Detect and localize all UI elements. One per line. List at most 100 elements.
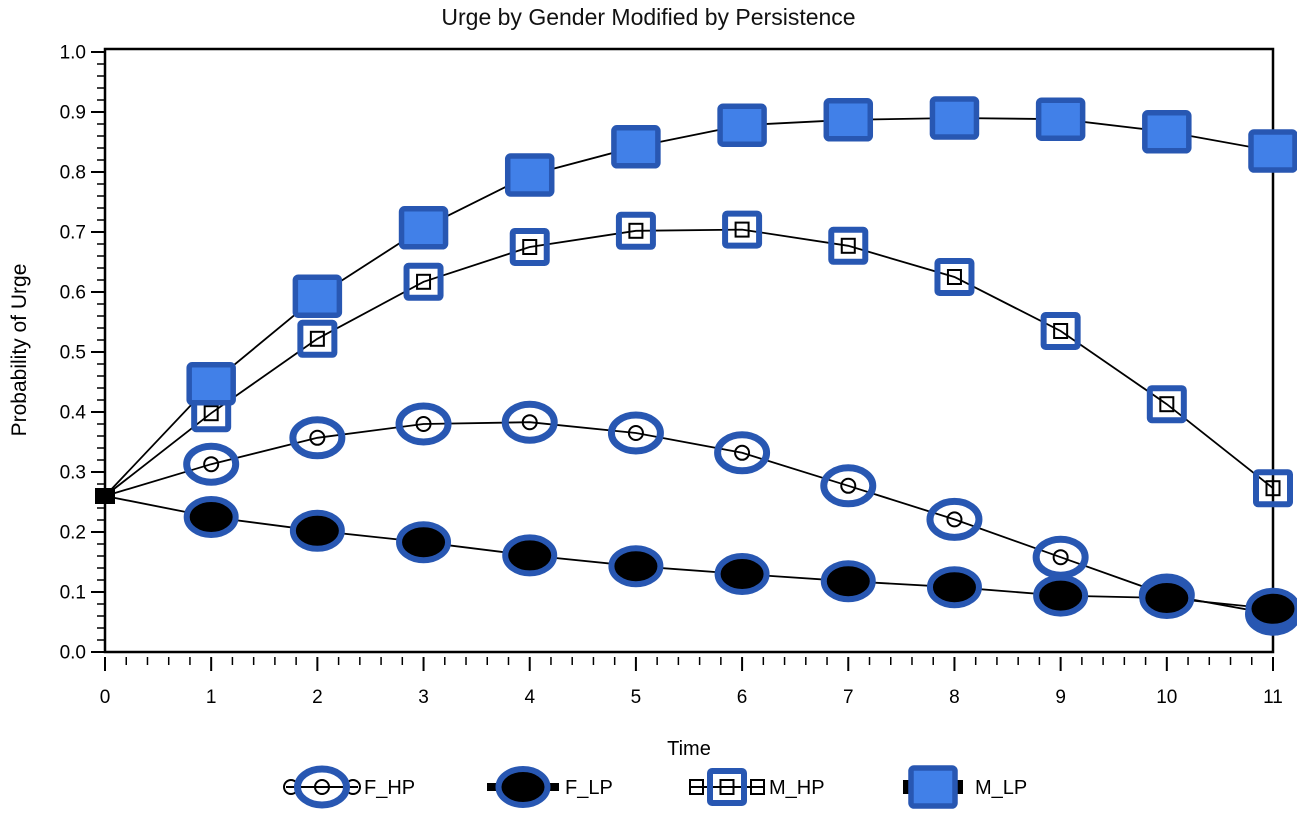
legend-marker-M_LP xyxy=(908,765,958,809)
data-point-M_LP xyxy=(611,125,661,169)
data-point-F_HP-inner-dot xyxy=(840,477,857,494)
data-point-M_HP xyxy=(403,262,444,301)
legend-end-dot xyxy=(689,779,704,795)
legend-marker-M_HP xyxy=(707,768,747,806)
x-tick-label: 5 xyxy=(631,687,642,708)
data-point-M_HP xyxy=(1253,469,1293,508)
data-point-M_HP-inner-dot xyxy=(734,221,750,238)
x-tick-label: 8 xyxy=(949,687,960,708)
y-tick-label: 0.2 xyxy=(60,523,86,544)
y-tick-label: 0.6 xyxy=(60,283,86,304)
data-point-M_HP xyxy=(1146,385,1187,424)
y-tick-label: 0.4 xyxy=(60,403,87,424)
data-point-F_LP xyxy=(926,566,982,609)
x-tick-label: 11 xyxy=(1263,687,1283,708)
data-point-F_LP xyxy=(608,545,664,588)
data-point-M_LP xyxy=(292,274,343,318)
series-line-M_LP xyxy=(104,117,1274,497)
data-point-F_HP xyxy=(820,464,877,508)
data-point-F_LP xyxy=(396,521,452,564)
data-point-F_HP-inner-dot xyxy=(521,414,538,431)
x-tick-label: 1 xyxy=(206,687,217,708)
legend-label-F_LP: F_LP xyxy=(565,777,613,799)
data-point-M_HP-inner-dot xyxy=(840,237,856,254)
data-point-F_HP-inner-dot xyxy=(734,444,751,461)
data-point-M_HP-inner-dot xyxy=(522,239,538,255)
data-point-M_HP xyxy=(828,226,869,265)
x-tick-label: 4 xyxy=(524,687,535,708)
plot-frame xyxy=(103,47,1275,654)
series-line-F_LP xyxy=(104,495,1274,610)
data-point-F_HP-inner-dot xyxy=(203,456,220,473)
data-point-M_HP xyxy=(615,211,656,250)
data-point-F_LP xyxy=(1033,574,1089,617)
data-point-M_HP-inner-dot xyxy=(309,330,325,347)
data-point-F_LP xyxy=(183,496,239,538)
data-point-M_HP-inner-dot xyxy=(416,273,432,290)
y-tick-label: 1.0 xyxy=(60,43,86,64)
x-tick-label: 0 xyxy=(100,687,111,708)
data-point-M_HP xyxy=(722,210,763,249)
data-point-F_HP-inner-dot xyxy=(1052,549,1069,566)
data-point-M_HP-inner-dot xyxy=(1159,396,1175,413)
data-point-F_LP xyxy=(502,534,558,577)
x-tick-label: 6 xyxy=(737,687,748,708)
data-point-M_HP xyxy=(934,258,975,296)
chart-title: Urge by Gender Modified by Persistence xyxy=(441,4,856,30)
data-point-M_LP xyxy=(186,362,236,406)
data-point-F_HP xyxy=(926,497,983,541)
data-point-M_LP xyxy=(1248,129,1297,173)
legend-marker-F_HP-inner-dot xyxy=(314,779,330,795)
series-line-F_HP xyxy=(104,421,1274,616)
data-point-F_HP-inner-dot xyxy=(627,425,644,441)
data-point-F_HP xyxy=(607,411,664,455)
legend-marker-F_LP xyxy=(495,766,551,808)
x-tick-label: 9 xyxy=(1055,687,1066,708)
data-point-F_LP xyxy=(289,509,345,552)
data-point-F_LP xyxy=(820,560,876,603)
legend-marker-M_HP-inner-dot xyxy=(719,779,735,795)
data-point-F_HP xyxy=(183,442,240,486)
data-point-F_HP xyxy=(501,400,558,444)
x-tick-label: 7 xyxy=(843,687,854,708)
data-point-F_HP-inner-dot xyxy=(946,511,963,528)
y-tick-label: 0.5 xyxy=(60,343,86,364)
data-point-M_LP xyxy=(1035,97,1086,141)
data-point-M_HP-inner-dot xyxy=(946,269,962,285)
legend-label-M_HP: M_HP xyxy=(769,777,825,799)
data-point-M_HP xyxy=(509,228,550,266)
data-point-M_HP-inner-dot xyxy=(1053,323,1069,339)
y-tick-label: 0.7 xyxy=(60,223,86,244)
data-point-M_LP xyxy=(504,153,555,197)
data-point-M_HP-inner-dot xyxy=(628,222,644,239)
origin-marker xyxy=(95,488,115,504)
data-point-M_LP xyxy=(398,206,449,250)
data-point-F_HP xyxy=(395,402,452,446)
y-tick-label: 0.8 xyxy=(60,163,86,184)
y-tick-label: 0.0 xyxy=(60,643,86,664)
data-point-F_HP xyxy=(289,416,346,460)
y-tick-label: 0.3 xyxy=(60,463,86,484)
series-line-M_HP xyxy=(104,228,1274,497)
data-point-M_LP xyxy=(717,103,767,147)
data-point-F_LP xyxy=(1139,577,1195,619)
x-tick-label: 2 xyxy=(312,687,323,708)
data-point-F_HP xyxy=(714,431,771,475)
data-point-M_LP xyxy=(1142,110,1192,154)
data-point-M_HP xyxy=(1040,312,1081,350)
data-point-F_HP-inner-dot xyxy=(415,416,432,432)
data-point-F_LP xyxy=(714,553,770,595)
data-point-M_HP-inner-dot xyxy=(1265,480,1281,497)
legend-label-M_LP: M_LP xyxy=(975,777,1027,799)
data-point-M_LP xyxy=(823,98,874,142)
data-point-M_LP xyxy=(929,96,980,140)
data-point-F_LP xyxy=(1245,587,1297,630)
data-point-M_HP-inner-dot xyxy=(203,405,219,422)
y-tick-label: 0.1 xyxy=(60,583,86,604)
data-point-F_HP-inner-dot xyxy=(309,429,326,446)
legend-end-dot xyxy=(750,779,765,795)
x-tick-label: 10 xyxy=(1156,687,1177,708)
legend-item-M_HP: M_HP xyxy=(689,777,825,799)
